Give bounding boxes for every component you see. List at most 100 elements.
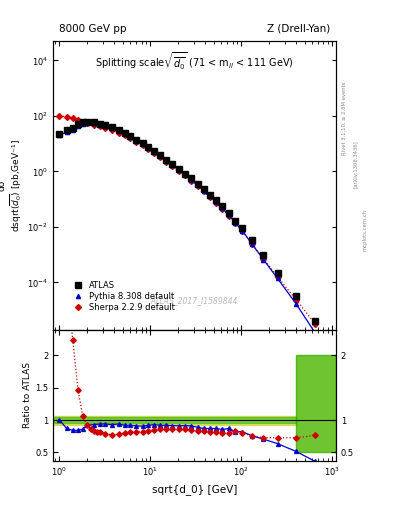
ATLAS (146, 144, 151, 150)
Pythia 8.308 default (146, 145, 151, 151)
Pythia 8.308 default (152, 149, 156, 155)
ATLAS (226, 210, 231, 217)
ATLAS (261, 252, 266, 259)
Pythia 8.308 default (122, 131, 127, 137)
Y-axis label: Ratio to ATLAS: Ratio to ATLAS (23, 362, 32, 428)
Pythia 8.308 default (128, 134, 132, 140)
Sherpa 2.2.9 default (195, 183, 200, 189)
Text: Z (Drell-Yan): Z (Drell-Yan) (267, 24, 331, 34)
ATLAS (128, 133, 132, 139)
Sherpa 2.2.9 default (134, 139, 139, 145)
ATLAS (76, 121, 81, 127)
Pythia 8.308 default (140, 141, 145, 147)
Pythia 8.308 default (103, 123, 108, 129)
Sherpa 2.2.9 default (176, 167, 181, 174)
Sherpa 2.2.9 default (64, 114, 69, 120)
ATLAS (240, 225, 245, 231)
ATLAS (64, 127, 69, 134)
Sherpa 2.2.9 default (76, 117, 81, 123)
Line: Pythia 8.308 default: Pythia 8.308 default (57, 121, 317, 335)
ATLAS (208, 191, 212, 198)
ATLAS (249, 237, 254, 243)
ATLAS (176, 166, 181, 172)
Legend: ATLAS, Pythia 8.308 default, Sherpa 2.2.9 default: ATLAS, Pythia 8.308 default, Sherpa 2.2.… (68, 280, 176, 314)
Sherpa 2.2.9 default (116, 130, 121, 136)
Pythia 8.308 default (240, 228, 245, 234)
Text: Splitting scale$\sqrt{\overline{d_0}}$ (71 < m$_{ll}$ < 111 GeV): Splitting scale$\sqrt{\overline{d_0}}$ (… (95, 51, 294, 72)
X-axis label: sqrt{d_0} [GeV]: sqrt{d_0} [GeV] (152, 484, 237, 495)
Sherpa 2.2.9 default (249, 241, 254, 247)
Pythia 8.308 default (80, 121, 85, 127)
ATLAS (233, 218, 238, 224)
Pythia 8.308 default (275, 275, 280, 282)
Sherpa 2.2.9 default (146, 146, 151, 152)
Sherpa 2.2.9 default (98, 123, 103, 130)
Pythia 8.308 default (92, 120, 96, 126)
ATLAS (152, 148, 156, 154)
ATLAS (220, 203, 225, 209)
Pythia 8.308 default (70, 126, 75, 133)
Sherpa 2.2.9 default (57, 113, 62, 119)
ATLAS (158, 152, 162, 158)
Pythia 8.308 default (158, 153, 162, 159)
Sherpa 2.2.9 default (70, 115, 75, 121)
Sherpa 2.2.9 default (110, 127, 114, 133)
Sherpa 2.2.9 default (164, 159, 169, 165)
Sherpa 2.2.9 default (92, 122, 96, 128)
ATLAS (195, 181, 200, 187)
Pythia 8.308 default (189, 177, 193, 183)
ATLAS (183, 170, 187, 177)
Sherpa 2.2.9 default (103, 125, 108, 131)
Sherpa 2.2.9 default (128, 135, 132, 141)
ATLAS (140, 140, 145, 146)
Sherpa 2.2.9 default (275, 274, 280, 280)
Text: mcplots.cern.ch: mcplots.cern.ch (363, 209, 368, 251)
Y-axis label: dσ
dsqrt($\overline{d_0}$) [pb,GeV⁻¹]: dσ dsqrt($\overline{d_0}$) [pb,GeV⁻¹] (0, 139, 24, 231)
Pythia 8.308 default (294, 301, 298, 307)
Sherpa 2.2.9 default (158, 154, 162, 160)
ATLAS (170, 161, 175, 167)
Sherpa 2.2.9 default (213, 200, 218, 206)
Sherpa 2.2.9 default (152, 150, 156, 156)
Pythia 8.308 default (213, 199, 218, 205)
Sherpa 2.2.9 default (240, 228, 245, 234)
Pythia 8.308 default (64, 129, 69, 135)
ATLAS (294, 293, 298, 299)
ATLAS (57, 131, 62, 137)
Pythia 8.308 default (261, 257, 266, 263)
ATLAS (122, 130, 127, 136)
Sherpa 2.2.9 default (313, 321, 318, 327)
Sherpa 2.2.9 default (170, 163, 175, 169)
ATLAS (213, 197, 218, 203)
Pythia 8.308 default (195, 182, 200, 188)
Pythia 8.308 default (170, 162, 175, 168)
ATLAS (103, 122, 108, 128)
Pythia 8.308 default (313, 330, 318, 336)
Line: ATLAS: ATLAS (57, 119, 318, 324)
ATLAS (70, 124, 75, 131)
ATLAS (84, 119, 89, 125)
ATLAS (134, 137, 139, 143)
Pythia 8.308 default (84, 120, 89, 126)
Sherpa 2.2.9 default (294, 296, 298, 303)
ATLAS (189, 175, 193, 181)
Pythia 8.308 default (76, 123, 81, 130)
Sherpa 2.2.9 default (84, 120, 89, 126)
Sherpa 2.2.9 default (220, 206, 225, 212)
Sherpa 2.2.9 default (140, 142, 145, 148)
Line: Sherpa 2.2.9 default: Sherpa 2.2.9 default (57, 114, 317, 326)
Pythia 8.308 default (233, 220, 238, 226)
ATLAS (92, 119, 96, 125)
Pythia 8.308 default (220, 205, 225, 211)
Pythia 8.308 default (201, 188, 206, 194)
Sherpa 2.2.9 default (80, 119, 85, 125)
Text: [arXiv:1306.3436]: [arXiv:1306.3436] (353, 140, 358, 188)
ATLAS (98, 121, 103, 127)
ATLAS (313, 317, 318, 324)
Text: ATLAS_2017_I1589844: ATLAS_2017_I1589844 (151, 296, 238, 305)
Sherpa 2.2.9 default (183, 173, 187, 179)
Pythia 8.308 default (208, 194, 212, 200)
Pythia 8.308 default (249, 241, 254, 247)
Sherpa 2.2.9 default (261, 255, 266, 262)
Text: Rivet 3.1.10, ≥ 2.8M events: Rivet 3.1.10, ≥ 2.8M events (342, 81, 346, 155)
